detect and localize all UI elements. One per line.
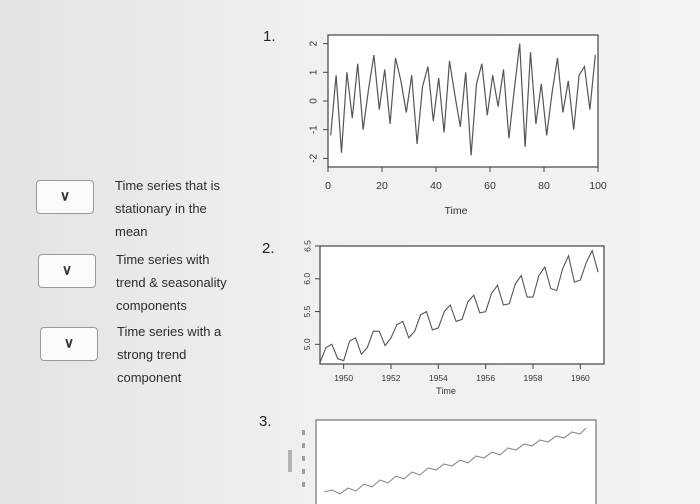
plot-1-x-axis-label: Time xyxy=(445,205,468,217)
option-label-strong-trend: Time series with a strong trend componen… xyxy=(117,320,257,389)
answer-select-2[interactable]: ∨ xyxy=(38,254,96,288)
option-line: Time series that is xyxy=(115,178,220,193)
option-label-stationary: Time series that is stationary in the me… xyxy=(115,174,255,243)
y-tick-label: -2 xyxy=(309,154,320,163)
plot-3-frame xyxy=(315,419,597,504)
plot-3-y-ticks xyxy=(302,430,305,487)
plot-1-series-line xyxy=(330,43,596,156)
x-tick-label: 1960 xyxy=(571,373,590,383)
plot-1: -2 -1 0 1 2 0 20 40 60 80 100 Time xyxy=(309,34,607,217)
x-tick-label: 20 xyxy=(376,180,388,192)
y-tick-label: 5.5 xyxy=(302,305,312,317)
plot-2-frame xyxy=(319,245,605,365)
option-line: trend & seasonality xyxy=(116,275,227,290)
plot-1-x-ticks xyxy=(327,167,599,172)
plot-3-y-axis-label-blur xyxy=(288,450,292,472)
x-tick-label: 1952 xyxy=(382,373,401,383)
y-tick-label: 6.0 xyxy=(302,273,312,285)
chevron-down-icon: ∨ xyxy=(63,334,75,351)
plot-2-y-ticks xyxy=(315,245,320,345)
option-line: mean xyxy=(115,224,148,239)
chevron-down-icon: ∨ xyxy=(59,187,71,204)
y-tick-label: 1 xyxy=(309,69,320,75)
y-tick-label: 5.0 xyxy=(302,338,312,350)
y-tick-label: 2 xyxy=(309,40,320,46)
x-tick-label: 80 xyxy=(538,180,550,192)
plot-number-1: 1. xyxy=(263,28,276,45)
y-tick-label: 0 xyxy=(309,98,320,104)
plot-1-y-ticks xyxy=(323,43,328,159)
x-tick-label: 40 xyxy=(430,180,442,192)
option-line: components xyxy=(116,298,187,313)
plot-2-x-axis-label: Time xyxy=(436,386,456,396)
x-tick-label: 1958 xyxy=(524,373,543,383)
answer-select-3[interactable]: ∨ xyxy=(40,327,98,361)
x-tick-label: 0 xyxy=(325,180,331,192)
plot-number-2: 2. xyxy=(262,240,275,257)
plot-3-series-line xyxy=(323,427,587,495)
plot-2-x-ticks xyxy=(343,364,581,369)
x-tick-label: 1956 xyxy=(476,373,495,383)
plot-3 xyxy=(288,419,597,504)
x-tick-label: 60 xyxy=(484,180,496,192)
x-tick-label: 1954 xyxy=(429,373,448,383)
option-line: strong trend xyxy=(117,347,187,362)
chevron-down-icon: ∨ xyxy=(61,261,73,278)
option-line: stationary in the xyxy=(115,201,207,216)
answer-select-1[interactable]: ∨ xyxy=(36,180,94,214)
plot-number-3: 3. xyxy=(259,413,272,430)
plot-2: 5.0 5.5 6.0 6.5 1950 1952 1954 1956 1958… xyxy=(302,240,605,396)
x-tick-label: 100 xyxy=(589,180,607,192)
x-tick-label: 1950 xyxy=(334,373,353,383)
option-line: Time series with a xyxy=(117,324,222,339)
plot-2-series-line xyxy=(319,249,599,363)
y-tick-label: 6.5 xyxy=(302,240,312,252)
option-line: component xyxy=(117,370,182,385)
option-line: Time series with xyxy=(116,252,210,267)
option-label-trend-seasonality: Time series with trend & seasonality com… xyxy=(116,248,256,317)
y-tick-label: -1 xyxy=(309,125,320,134)
